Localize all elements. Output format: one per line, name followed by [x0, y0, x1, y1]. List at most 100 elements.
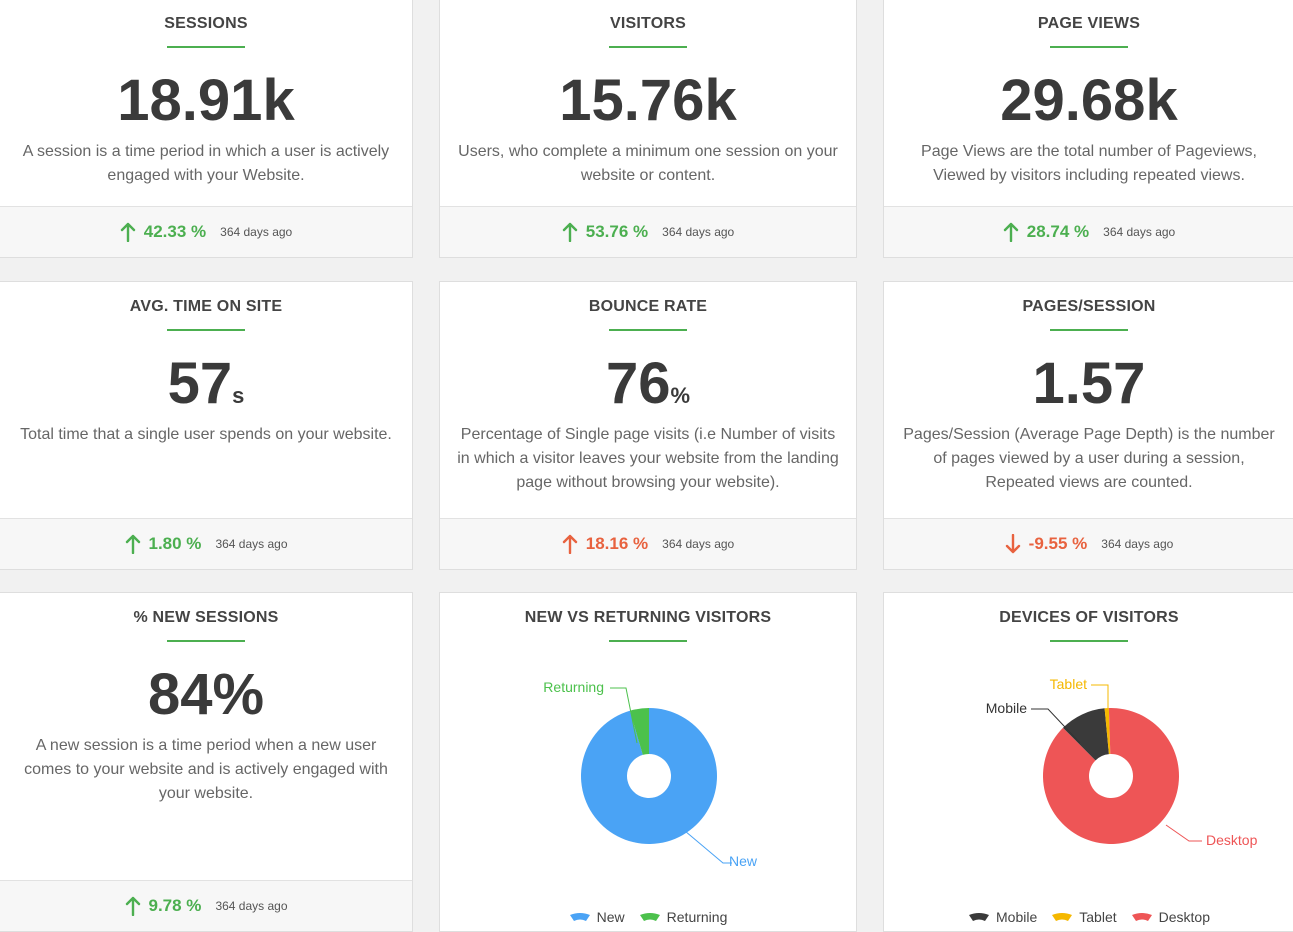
metric-value: 84%	[0, 663, 412, 739]
legend-label-mobile: Mobile	[996, 909, 1038, 925]
legend-label-desktop: Desktop	[1158, 909, 1210, 925]
title-underline	[609, 46, 687, 48]
pie-label-tablet: Tablet	[1050, 676, 1087, 692]
metric-description: A session is a time period in which a us…	[22, 143, 390, 184]
change-percent: 9.78 %	[148, 896, 202, 915]
metric-value: 1.57	[884, 352, 1293, 428]
pie-slice-desktop[interactable]	[1043, 708, 1179, 844]
change-percent: -9.55 %	[1028, 534, 1088, 553]
metric-footer: 53.76 % 364 days ago	[440, 206, 856, 257]
change-period: 364 days ago	[215, 899, 288, 913]
arrow-up-icon	[1003, 222, 1018, 242]
arrow-up-icon	[125, 534, 140, 554]
metric-number: 15.76k	[559, 68, 737, 133]
pie-label-mobile: Mobile	[986, 700, 1027, 716]
new-vs-returning-pie-chart: Returning New	[543, 679, 758, 869]
metric-description: Percentage of Single page visits (i.e Nu…	[457, 426, 839, 491]
card-title: VISITORS	[610, 15, 686, 32]
devices-of-visitors-card: DEVICES OF VISITORS Mobile Tablet Desktop …	[883, 592, 1293, 932]
change-period: 364 days ago	[215, 537, 288, 551]
legend-swatch-icon	[1052, 913, 1073, 921]
metric-description: Total time that a single user spends on …	[20, 426, 392, 443]
change-period: 364 days ago	[1103, 225, 1176, 239]
arrow-down-icon	[1005, 534, 1020, 554]
card-title: PAGE VIEWS	[1037, 15, 1141, 32]
title-underline	[167, 46, 245, 48]
devices-pie-chart: Mobile Tablet Desktop	[986, 676, 1258, 848]
metric-footer: 18.16 % 364 days ago	[440, 518, 856, 569]
chart-legend: Mobile Tablet Desktop	[884, 909, 1293, 925]
title-underline	[167, 640, 245, 642]
pie-label-returning: Returning	[543, 679, 604, 695]
change-percent: 42.33 %	[143, 222, 207, 241]
change-period: 364 days ago	[662, 225, 735, 239]
title-underline	[167, 329, 245, 331]
metric-value: 29.68k	[884, 69, 1293, 145]
title-underline	[1050, 329, 1128, 331]
pie-label-leader	[1091, 684, 1109, 723]
pie-slice-mobile[interactable]	[1062, 708, 1109, 761]
change-period: 364 days ago	[220, 225, 293, 239]
change-percent: 1.80 %	[148, 534, 202, 553]
metric-unit: s	[232, 383, 245, 408]
legend-item-tablet[interactable]: Tablet	[1051, 909, 1117, 925]
avg-time-on-site-card: AVG. TIME ON SITE 57s Total time that a si…	[0, 281, 413, 570]
metric-description: Page Views are the total number of Pagev…	[921, 143, 1257, 184]
pie-slice-returning[interactable]	[629, 708, 649, 755]
metric-value: 76%	[440, 352, 856, 428]
metric-description: A new session is a time period when a ne…	[24, 737, 388, 802]
title-underline	[1050, 640, 1128, 642]
legend-swatch-icon	[1131, 913, 1152, 921]
metric-footer: 42.33 % 364 days ago	[0, 206, 412, 257]
metric-number: 57	[167, 351, 233, 416]
legend-swatch-icon	[969, 913, 990, 921]
legend-label-new: New	[596, 909, 625, 925]
metric-footer: 9.78 % 364 days ago	[0, 880, 412, 931]
card-title: DEVICES OF VISITORS	[999, 609, 1179, 626]
legend-swatch-icon	[639, 913, 660, 921]
metric-footer: 28.74 % 364 days ago	[884, 206, 1293, 257]
metric-number: 29.68k	[1000, 68, 1178, 133]
metric-value: 15.76k	[440, 69, 856, 145]
legend-label-returning: Returning	[666, 909, 728, 925]
title-underline	[1050, 46, 1128, 48]
arrow-up-icon	[562, 222, 577, 242]
metric-footer: 1.80 % 364 days ago	[0, 518, 412, 569]
pie-slice-new[interactable]	[581, 708, 717, 844]
legend-item-mobile[interactable]: Mobile	[968, 909, 1037, 925]
pie-slice-tablet[interactable]	[1104, 708, 1111, 755]
arrow-up-icon	[120, 222, 135, 242]
legend-item-returning[interactable]: Returning	[639, 909, 728, 925]
visitors-card: VISITORS 15.76k Users, who complete a mini…	[439, 0, 857, 258]
pie-label-leader	[684, 830, 732, 864]
metric-number: 84%	[147, 662, 265, 727]
change-period: 364 days ago	[1101, 537, 1174, 551]
legend-item-desktop[interactable]: Desktop	[1131, 909, 1210, 925]
metric-value: 57s	[0, 352, 412, 428]
bounce-rate-card: BOUNCE RATE 76% Percentage of Single page …	[439, 281, 857, 570]
metric-number: 76	[605, 351, 671, 416]
metric-description: Users, who complete a minimum one sessio…	[458, 143, 838, 184]
metric-description: Pages/Session (Average Page Depth) is th…	[903, 426, 1275, 491]
pie-label-leader	[610, 687, 638, 744]
card-title: PAGES/SESSION	[1022, 298, 1156, 315]
card-title: BOUNCE RATE	[588, 298, 708, 315]
pie-label-leader	[1165, 824, 1202, 842]
new-sessions-card: % NEW SESSIONS 84% A new session is a time…	[0, 592, 413, 932]
change-period: 364 days ago	[662, 537, 735, 551]
legend-item-new[interactable]: New	[569, 909, 625, 925]
card-title: SESSIONS	[164, 15, 248, 32]
pages-session-card: PAGES/SESSION 1.57 Pages/Session (Average …	[883, 281, 1293, 570]
metric-footer: -9.55 % 364 days ago	[884, 518, 1293, 569]
pie-label-desktop: Desktop	[1206, 832, 1258, 848]
metric-unit: %	[670, 383, 691, 408]
chart-legend: New Returning	[440, 909, 856, 925]
page-views-card: PAGE VIEWS 29.68k Page Views are the total…	[883, 0, 1293, 258]
legend-swatch-icon	[569, 913, 590, 921]
pie-label-new: New	[729, 853, 758, 869]
arrow-up-icon	[562, 534, 577, 554]
title-underline	[609, 640, 687, 642]
card-title: AVG. TIME ON SITE	[129, 298, 283, 315]
change-percent: 53.76 %	[585, 222, 649, 241]
card-title: % NEW SESSIONS	[133, 609, 279, 626]
